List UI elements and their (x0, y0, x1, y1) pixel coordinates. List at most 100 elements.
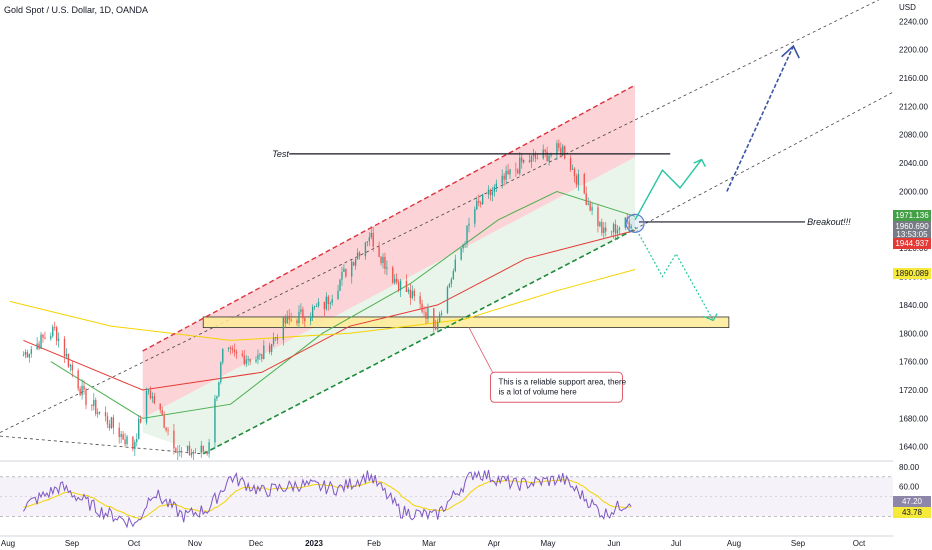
candle-body (433, 308, 435, 328)
candle-body (571, 168, 574, 170)
support-note-line1: This is a reliable support area, there (498, 377, 626, 386)
x-tick-2: Oct (128, 539, 141, 548)
candle-body (136, 439, 138, 442)
bearish-projection-arrowhead (703, 313, 718, 322)
candle-body (474, 209, 476, 224)
candle-body (532, 154, 535, 156)
candle-body (548, 155, 550, 162)
candle-body (354, 259, 357, 266)
candle-body (337, 290, 339, 300)
candle-body (364, 242, 367, 257)
candle-body (79, 388, 81, 396)
candle-body (40, 334, 42, 349)
candle-body (218, 382, 220, 397)
candle-body (186, 445, 189, 452)
candle-body (493, 186, 496, 192)
price-label-yellow: 1890.089 (893, 268, 931, 279)
candle-body (249, 359, 251, 362)
candle-body (149, 390, 152, 399)
candle-body (358, 252, 361, 257)
support-note-line2: is a lot of volume here (498, 387, 577, 396)
support-note-pointer (468, 327, 495, 377)
candle-body (437, 321, 439, 330)
candle-body (454, 259, 456, 271)
candle-body (536, 158, 539, 160)
y-tick-1840: 1840.00 (899, 301, 928, 310)
candle-body (597, 207, 599, 227)
candle-body (120, 434, 122, 438)
moving-average-1 (50, 190, 636, 419)
candle-body (206, 451, 208, 454)
candle-body (177, 451, 179, 453)
candle-body (104, 412, 107, 417)
candle-body (30, 349, 32, 354)
candle-body (372, 233, 374, 247)
candle-body (352, 261, 355, 266)
candle-body (233, 349, 236, 352)
candle-body (382, 256, 384, 264)
moving-average-2 (23, 230, 636, 391)
candle-body (384, 256, 386, 269)
candle-body (93, 399, 95, 406)
candle-body (323, 301, 326, 310)
candle-body (517, 169, 519, 174)
candle-body (327, 296, 329, 304)
candle-body (399, 280, 402, 291)
candle-body (425, 312, 427, 319)
candle-body (628, 221, 630, 229)
candle-body (108, 424, 111, 429)
candle-body (618, 227, 621, 230)
candle-body (370, 233, 372, 238)
candle-body (605, 227, 607, 232)
y-tick-1800: 1800.00 (899, 329, 928, 338)
candle-body (282, 317, 285, 340)
candle-body (67, 353, 70, 367)
candle-body (227, 347, 230, 349)
rsi-label-lower: 43.78 (893, 507, 931, 518)
candle-body (231, 348, 234, 350)
candle-body (159, 403, 161, 410)
trend-extension-left (0, 435, 204, 455)
candle-body (587, 203, 589, 205)
candle-body (558, 143, 560, 148)
candle-body (91, 404, 93, 406)
candle-body (106, 416, 109, 425)
candle-body (317, 301, 320, 306)
y-tick-2160: 2160.00 (899, 74, 928, 83)
candle-body (153, 396, 156, 404)
moving-average-3 (9, 269, 636, 341)
candle-body (409, 289, 412, 298)
x-tick-7: Mar (422, 539, 436, 548)
candle-body (241, 353, 243, 356)
candle-body (313, 306, 316, 308)
y-axis-currency: USD (899, 3, 916, 12)
price-label-green: 1971.136 (893, 210, 931, 221)
candle-body (530, 155, 533, 163)
candle-body (140, 418, 142, 423)
candle-body (132, 436, 134, 450)
x-tick-10: Jun (608, 539, 621, 548)
rsi-signal-line (23, 479, 632, 519)
candle-body (481, 194, 484, 205)
candle-body (147, 390, 150, 392)
y-tick-2000: 2000.00 (899, 187, 928, 196)
candle-body (112, 417, 115, 428)
candle-body (411, 290, 413, 298)
candle-body (83, 385, 85, 390)
candle-body (495, 183, 498, 187)
candle-body (270, 343, 273, 353)
candle-body (216, 396, 218, 399)
candle-body (44, 337, 46, 339)
candle-body (98, 412, 101, 413)
candle-body (298, 311, 300, 324)
y-tick-1760: 1760.00 (899, 358, 928, 367)
candle-body (544, 149, 546, 152)
candle-body (341, 272, 343, 280)
candle-body (284, 317, 286, 324)
candle-body (190, 453, 193, 456)
x-tick-9: May (540, 539, 555, 548)
candle-body (624, 217, 626, 228)
candle-body (601, 222, 603, 233)
